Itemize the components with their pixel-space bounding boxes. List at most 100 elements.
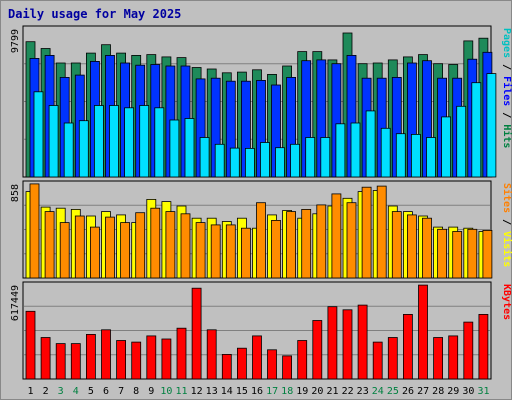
bar-kbytes-31 <box>478 313 489 380</box>
bar-kbytes-4 <box>70 343 81 380</box>
bar-kbytes-27 <box>418 284 428 380</box>
bar-pages-14 <box>229 147 240 178</box>
legend-entry: Pages <box>501 28 512 58</box>
day-label-20: 20 <box>311 386 323 397</box>
legend-visits-sites: Sites / Visits <box>501 183 512 267</box>
bar-kbytes-7 <box>116 340 126 380</box>
day-label-17: 17 <box>266 386 278 397</box>
day-label-10: 10 <box>160 386 172 397</box>
bar-sites-11 <box>180 213 191 279</box>
bar-kbytes-6 <box>101 329 111 380</box>
bar-sites-25 <box>391 211 402 279</box>
day-label-30: 30 <box>462 386 474 397</box>
bar-sites-6 <box>105 216 115 279</box>
bar-pages-22 <box>350 122 361 178</box>
bar-kbytes-12 <box>191 287 202 380</box>
day-label-19: 19 <box>296 386 308 397</box>
bar-kbytes-13 <box>206 329 217 380</box>
bar-sites-4 <box>74 215 85 279</box>
bar-pages-13 <box>214 143 225 178</box>
day-label-27: 27 <box>417 386 429 397</box>
bar-sites-9 <box>150 207 161 279</box>
bar-sites-28 <box>437 228 448 279</box>
bar-pages-25 <box>395 133 406 178</box>
bar-kbytes-2 <box>40 337 51 380</box>
bar-pages-29 <box>456 105 467 178</box>
bar-sites-19 <box>301 208 312 279</box>
bar-kbytes-25 <box>387 337 398 380</box>
legend-entry: Visits <box>501 231 512 267</box>
bar-kbytes-5 <box>86 333 96 380</box>
bar-sites-16 <box>256 202 266 279</box>
bar-sites-17 <box>271 219 281 279</box>
bar-pages-11 <box>184 118 195 178</box>
bar-pages-3 <box>63 122 74 178</box>
bar-sites-24 <box>376 185 387 279</box>
bar-pages-17 <box>275 147 285 178</box>
max-label-kbytes: 617449 <box>10 285 21 321</box>
bar-sites-12 <box>195 222 206 279</box>
bar-sites-18 <box>286 211 297 279</box>
day-label-7: 7 <box>118 386 124 397</box>
day-label-21: 21 <box>326 386 338 397</box>
bar-kbytes-30 <box>463 321 474 380</box>
day-label-24: 24 <box>372 386 384 397</box>
bar-sites-13 <box>210 224 221 279</box>
bar-sites-23 <box>361 186 372 279</box>
bar-kbytes-22 <box>342 309 353 380</box>
bar-kbytes-10 <box>161 338 172 380</box>
bar-sites-26 <box>406 214 417 279</box>
bar-kbytes-17 <box>267 349 277 380</box>
bar-pages-24 <box>380 127 391 178</box>
legend-hits-files-pages: Pages / Files / Hits <box>501 28 512 148</box>
max-label-hits-files-pages: 9799 <box>10 29 21 53</box>
bar-kbytes-21 <box>327 306 338 380</box>
bar-sites-31 <box>482 229 493 279</box>
day-label-31: 31 <box>477 386 489 397</box>
bar-kbytes-28 <box>433 337 444 380</box>
bar-sites-5 <box>90 226 100 279</box>
legend-entry: / <box>501 106 512 124</box>
chart-title: Daily usage for May 2025 <box>8 7 182 21</box>
bar-sites-14 <box>225 224 236 279</box>
day-label-16: 16 <box>251 386 263 397</box>
bar-sites-30 <box>467 228 478 279</box>
bar-kbytes-14 <box>221 353 232 380</box>
bar-pages-27 <box>426 137 436 178</box>
bar-kbytes-23 <box>357 304 368 380</box>
legend-entry: Sites <box>501 183 512 213</box>
bar-pages-7 <box>124 107 134 178</box>
bar-pages-1 <box>33 91 44 178</box>
bar-sites-27 <box>422 217 432 279</box>
day-label-9: 9 <box>148 386 154 397</box>
bar-sites-3 <box>59 222 70 279</box>
max-label-visits-sites: 858 <box>10 184 21 202</box>
bar-pages-21 <box>335 123 346 178</box>
legend-entry: KBytes <box>501 284 512 320</box>
day-label-1: 1 <box>27 386 33 397</box>
day-label-2: 2 <box>43 386 49 397</box>
bar-kbytes-18 <box>282 355 293 380</box>
bar-sites-21 <box>331 193 342 279</box>
legend-kbytes: KBytes <box>501 284 512 320</box>
bar-pages-20 <box>320 137 331 178</box>
bar-kbytes-9 <box>146 335 157 380</box>
day-label-11: 11 <box>175 386 187 397</box>
bar-pages-6 <box>109 105 119 178</box>
bar-sites-20 <box>316 204 327 279</box>
bar-kbytes-24 <box>372 341 383 380</box>
bar-pages-23 <box>365 110 376 178</box>
legend-entry: Hits <box>501 124 512 148</box>
bar-pages-31 <box>486 73 497 178</box>
day-label-5: 5 <box>88 386 94 397</box>
bar-kbytes-16 <box>252 335 262 380</box>
bar-sites-10 <box>165 211 176 279</box>
bar-sites-29 <box>452 231 463 279</box>
day-label-15: 15 <box>236 386 248 397</box>
day-label-26: 26 <box>402 386 414 397</box>
bar-kbytes-19 <box>297 340 308 380</box>
bar-pages-19 <box>305 137 316 178</box>
bar-pages-5 <box>94 105 104 178</box>
